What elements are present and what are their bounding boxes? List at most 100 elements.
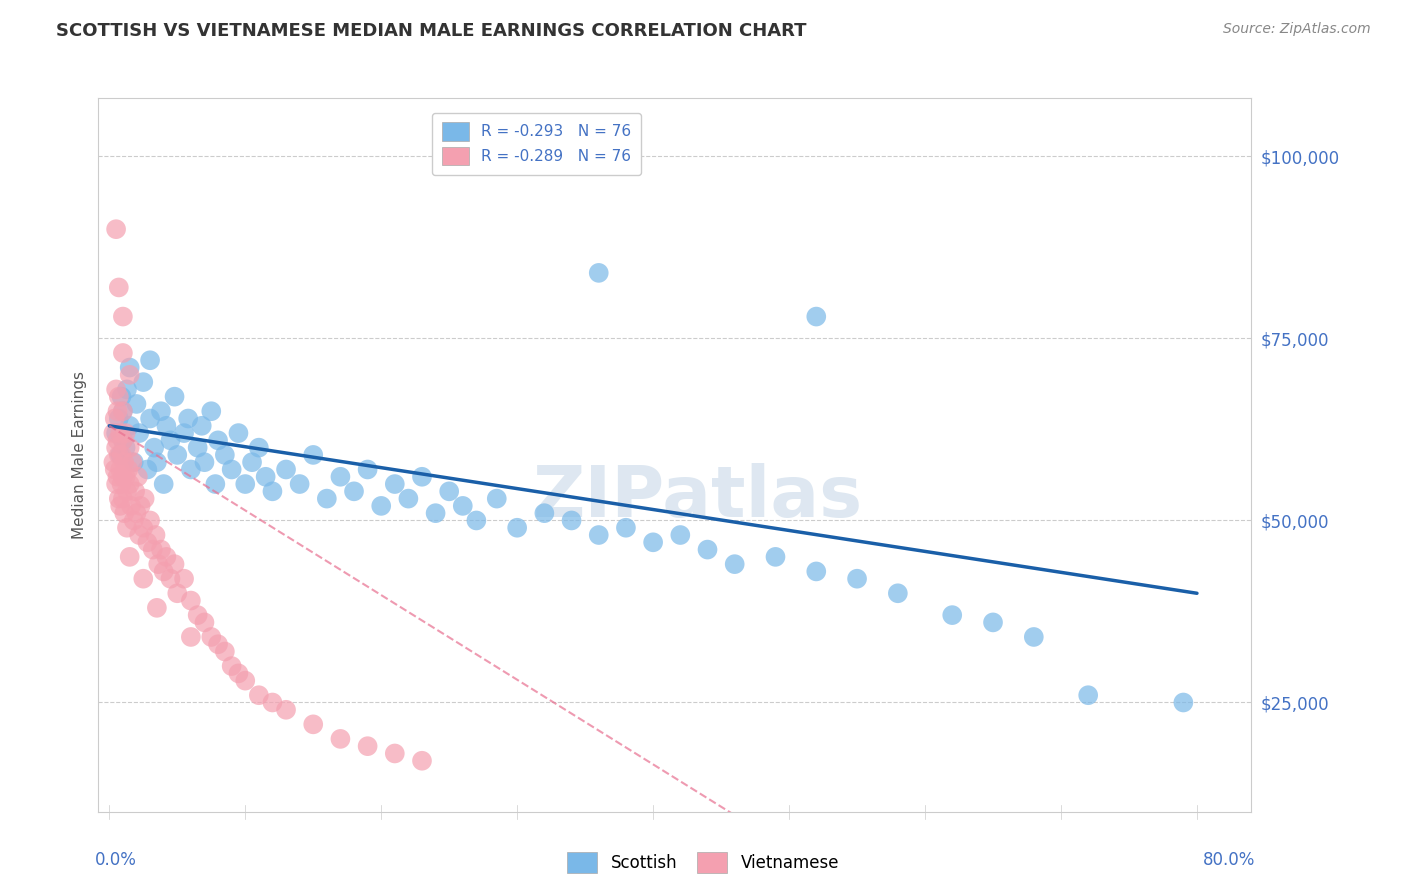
Point [110, 477, 132, 491]
Point [136, 462, 159, 476]
Point [214, 448, 236, 462]
Point [163, 557, 186, 571]
Point [104, 462, 127, 476]
Point [129, 499, 152, 513]
Point [108, 390, 131, 404]
Point [132, 375, 155, 389]
Point [142, 542, 165, 557]
Point [425, 506, 447, 520]
Point [384, 477, 406, 491]
Point [107, 469, 129, 483]
Point [104, 411, 127, 425]
Point [108, 280, 131, 294]
Point [588, 266, 610, 280]
Point [111, 404, 134, 418]
Point [187, 441, 209, 455]
Point [118, 477, 141, 491]
Point [180, 593, 202, 607]
Point [981, 615, 1004, 630]
Legend: R = -0.293   N = 76, R = -0.289   N = 76: R = -0.293 N = 76, R = -0.289 N = 76 [433, 113, 641, 175]
Point [110, 390, 132, 404]
Point [411, 469, 433, 483]
Point [247, 441, 270, 455]
Point [114, 426, 136, 441]
Point [121, 455, 143, 469]
Point [105, 222, 128, 236]
Point [124, 484, 146, 499]
Point [108, 411, 131, 425]
Point [118, 368, 141, 382]
Point [163, 390, 186, 404]
Point [152, 565, 174, 579]
Point [221, 659, 243, 673]
Point [103, 455, 125, 469]
Point [105, 477, 128, 491]
Point [274, 703, 297, 717]
Point [180, 630, 202, 644]
Point [262, 484, 284, 499]
Point [118, 360, 141, 375]
Point [155, 549, 177, 564]
Point [696, 542, 718, 557]
Text: 0.0%: 0.0% [96, 851, 136, 869]
Point [118, 549, 141, 564]
Point [370, 499, 392, 513]
Point [173, 572, 195, 586]
Point [115, 484, 138, 499]
Point [506, 521, 529, 535]
Point [112, 455, 135, 469]
Point [146, 600, 169, 615]
Point [465, 513, 488, 527]
Point [343, 484, 366, 499]
Point [180, 462, 202, 476]
Point [155, 418, 177, 433]
Point [149, 404, 172, 418]
Point [108, 426, 131, 441]
Point [112, 506, 135, 520]
Point [105, 441, 128, 455]
Point [193, 615, 215, 630]
Point [159, 434, 181, 448]
Point [765, 549, 787, 564]
Point [105, 383, 128, 397]
Point [200, 404, 222, 418]
Point [274, 462, 297, 476]
Point [122, 455, 145, 469]
Point [108, 462, 131, 476]
Point [204, 477, 226, 491]
Point [254, 469, 277, 483]
Point [643, 535, 665, 549]
Point [159, 572, 181, 586]
Point [117, 462, 139, 476]
Point [437, 484, 460, 499]
Point [724, 557, 747, 571]
Point [127, 469, 149, 483]
Point [302, 717, 325, 731]
Point [111, 491, 134, 506]
Point [193, 455, 215, 469]
Point [200, 630, 222, 644]
Point [233, 477, 256, 491]
Point [111, 434, 134, 448]
Point [221, 462, 243, 476]
Point [111, 310, 134, 324]
Point [614, 521, 637, 535]
Point [233, 673, 256, 688]
Point [485, 491, 508, 506]
Text: SCOTTISH VS VIETNAMESE MEDIAN MALE EARNINGS CORRELATION CHART: SCOTTISH VS VIETNAMESE MEDIAN MALE EARNI… [56, 22, 807, 40]
Point [136, 535, 159, 549]
Point [139, 353, 162, 368]
Legend: Scottish, Vietnamese: Scottish, Vietnamese [561, 846, 845, 880]
Point [247, 688, 270, 702]
Point [187, 608, 209, 623]
Point [132, 521, 155, 535]
Point [125, 506, 148, 520]
Point [108, 448, 131, 462]
Point [1022, 630, 1045, 644]
Point [148, 557, 170, 571]
Point [941, 608, 963, 623]
Point [145, 528, 167, 542]
Point [887, 586, 910, 600]
Point [120, 499, 142, 513]
Point [396, 491, 419, 506]
